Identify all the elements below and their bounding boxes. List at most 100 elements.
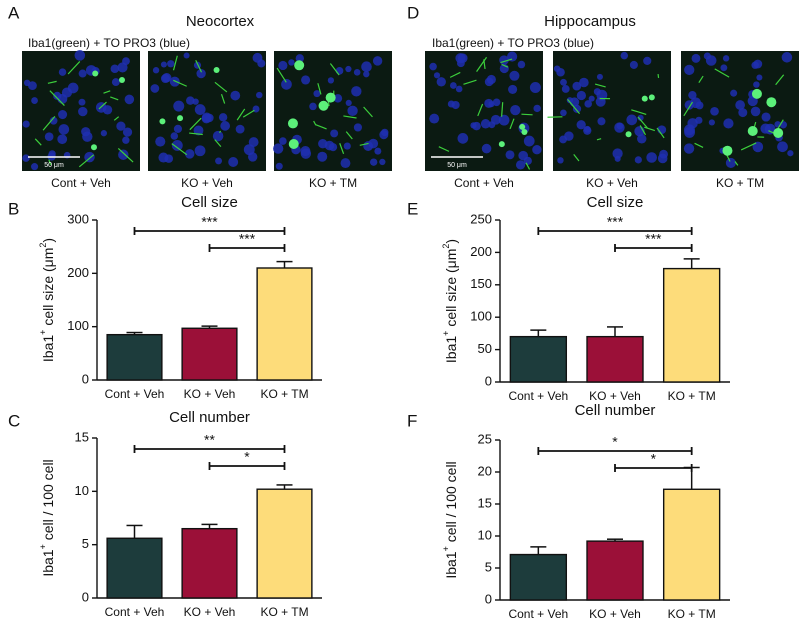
- process: [195, 60, 203, 73]
- microglia: [92, 70, 99, 77]
- process: [219, 130, 222, 134]
- nucleus: [429, 113, 440, 124]
- nucleus: [347, 105, 358, 116]
- nucleus: [481, 143, 492, 154]
- nucleus: [486, 74, 496, 85]
- y-label-part: Iba1: [40, 549, 56, 576]
- significance-label: **: [204, 432, 215, 448]
- chart-title: Cell size: [181, 194, 238, 211]
- nucleus: [335, 67, 344, 75]
- y-label-part: Iba1: [443, 336, 459, 363]
- scale-label: 50 μm: [44, 162, 64, 169]
- nucleus: [488, 121, 496, 129]
- bar: [509, 553, 568, 601]
- nucleus: [643, 56, 652, 65]
- nucleus: [523, 156, 532, 166]
- nucleus: [351, 86, 362, 97]
- nucleus: [455, 85, 463, 93]
- microglia: [325, 92, 336, 103]
- microglia: [521, 128, 528, 135]
- y-label-part: +: [441, 546, 451, 551]
- process: [189, 132, 203, 136]
- y-label-part: cell size (μm: [40, 248, 56, 330]
- significance-label: ***: [201, 214, 218, 230]
- panel-title: Neocortex: [186, 13, 255, 30]
- panel-letter: D: [407, 3, 419, 22]
- nucleus: [597, 117, 606, 126]
- nucleus: [579, 77, 589, 88]
- nucleus: [279, 137, 287, 145]
- nucleus: [78, 106, 88, 117]
- nucleus: [509, 70, 520, 81]
- nucleus: [457, 133, 469, 144]
- image-bg: [553, 51, 671, 171]
- micrograph: [148, 51, 266, 171]
- image-bg: [274, 51, 392, 171]
- nucleus: [110, 64, 120, 74]
- nucleus: [353, 69, 361, 76]
- nucleus: [505, 150, 515, 160]
- y-tick-label: 25: [478, 431, 492, 446]
- nucleus: [569, 97, 580, 107]
- nucleus: [288, 59, 295, 66]
- panel-letter: B: [8, 199, 19, 218]
- process: [173, 79, 187, 87]
- nucleus: [470, 122, 477, 129]
- nucleus: [116, 121, 126, 131]
- nucleus: [150, 84, 160, 93]
- nucleus: [215, 157, 223, 165]
- nucleus: [723, 118, 734, 129]
- process: [339, 143, 345, 155]
- y-tick-label: 0: [82, 371, 89, 386]
- microglia: [773, 128, 784, 139]
- x-tick-label: Cont + Veh: [105, 605, 165, 619]
- panel-letter: A: [8, 3, 20, 22]
- y-axis-label: Iba1+ cell / 100 cell: [441, 461, 458, 578]
- nucleus: [498, 114, 510, 126]
- nucleus: [196, 68, 206, 79]
- nucleus: [353, 123, 363, 132]
- x-tick-label: Cont + Veh: [508, 389, 568, 403]
- process: [525, 162, 531, 170]
- significance-label: *: [651, 451, 657, 467]
- nucleus: [752, 141, 764, 153]
- nucleus: [572, 81, 582, 91]
- nucleus: [173, 124, 183, 133]
- significance-label: *: [244, 449, 250, 465]
- process: [110, 96, 119, 101]
- process: [734, 161, 739, 166]
- y-tick-label: 5: [485, 559, 492, 574]
- y-label-part: cell / 100 cell: [40, 459, 56, 544]
- micrograph: [273, 51, 392, 171]
- microglia: [648, 94, 655, 101]
- nucleus: [345, 65, 352, 73]
- process: [48, 159, 52, 166]
- nucleus: [507, 51, 518, 62]
- process: [698, 75, 704, 83]
- image-caption: KO + Veh: [586, 176, 638, 190]
- nucleus: [612, 148, 623, 159]
- nucleus: [273, 143, 284, 154]
- nucleus: [22, 120, 30, 128]
- nucleus: [212, 130, 224, 142]
- nucleus: [626, 114, 638, 126]
- process: [67, 61, 81, 75]
- nucleus: [363, 141, 374, 151]
- nucleus: [256, 91, 263, 99]
- nucleus: [333, 94, 343, 103]
- nucleus: [167, 60, 175, 68]
- micrograph: [22, 50, 140, 171]
- nucleus: [634, 156, 642, 164]
- bar: [509, 335, 568, 383]
- microglia: [747, 126, 758, 137]
- nucleus: [363, 71, 370, 78]
- nucleus: [152, 67, 160, 74]
- nucleus: [183, 52, 190, 59]
- nucleus: [517, 60, 526, 69]
- nucleus: [295, 54, 304, 63]
- nucleus: [257, 59, 266, 68]
- bar: [256, 267, 313, 381]
- nucleus: [102, 105, 113, 115]
- y-tick-label: 100: [67, 318, 89, 333]
